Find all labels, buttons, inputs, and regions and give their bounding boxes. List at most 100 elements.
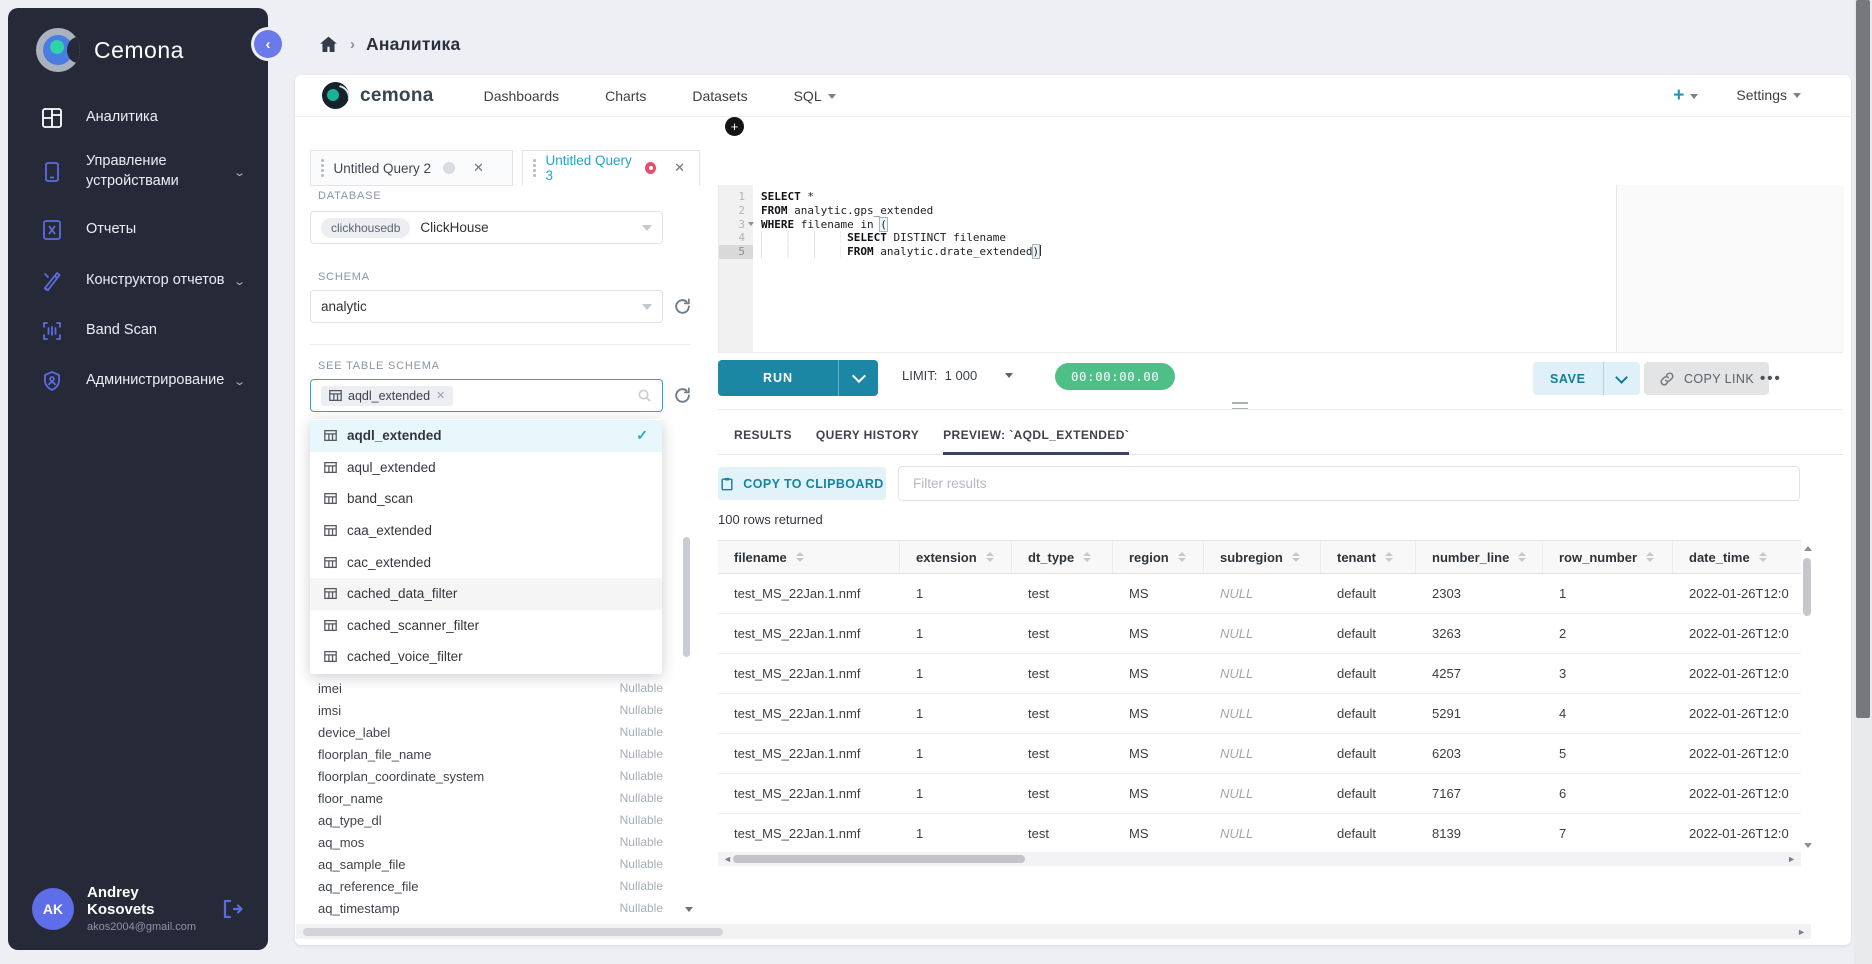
fold-icon[interactable] (748, 222, 754, 226)
close-tab-icon[interactable]: ✕ (674, 160, 685, 176)
run-button[interactable]: RUN (718, 360, 878, 396)
nav-item-sql-menu[interactable]: SQL (794, 88, 836, 104)
sort-icon[interactable] (1083, 552, 1091, 562)
panel-horizontal-scrollbar[interactable]: ► (296, 924, 1811, 939)
table-option-cac_extended[interactable]: cac_extended (310, 546, 662, 578)
drag-handle-icon[interactable] (533, 159, 536, 177)
table-row[interactable]: test_MS_22Jan.1.nmf1testMSNULLdefault326… (718, 614, 1801, 654)
panel-hscroll-thumb[interactable] (303, 928, 723, 936)
table-hscroll-thumb[interactable] (733, 855, 1025, 863)
table-option-cached_voice_filter[interactable]: cached_voice_filter (310, 641, 662, 673)
add-query-tab-button[interactable]: + (725, 117, 744, 136)
column-header-number_line[interactable]: number_line (1416, 541, 1543, 573)
table-option-caa_extended[interactable]: caa_extended (310, 515, 662, 547)
nav-item-datasets[interactable]: Datasets (692, 88, 747, 104)
run-options-button[interactable] (839, 360, 878, 396)
scroll-up-icon[interactable] (1804, 546, 1812, 551)
column-header-dt_type[interactable]: dt_type (1012, 541, 1113, 573)
selected-table-tag[interactable]: aqdl_extended ✕ (321, 386, 453, 406)
left-panel-scrollbar-thumb[interactable] (683, 537, 690, 657)
table-cell: 3263 (1416, 614, 1543, 653)
sidebar-item-4[interactable]: Конструктор отчетов⌄ (8, 256, 268, 306)
column-header-region[interactable]: region (1113, 541, 1204, 573)
table-option-label: cached_data_filter (347, 586, 457, 601)
query-tab-2[interactable]: Untitled Query 3✕ (522, 150, 700, 186)
table-select[interactable]: aqdl_extended ✕ (310, 379, 663, 412)
sort-icon[interactable] (1646, 552, 1654, 562)
sort-icon[interactable] (1178, 552, 1186, 562)
run-label[interactable]: RUN (718, 360, 839, 396)
new-item-button[interactable]: + (1673, 85, 1698, 107)
column-header-filename[interactable]: filename (718, 541, 900, 573)
sort-icon[interactable] (796, 552, 804, 562)
editor-code[interactable]: SELECT *FROM analytic.gps_extendedWHERE … (761, 190, 1041, 259)
remove-tag-icon[interactable]: ✕ (436, 389, 445, 402)
results-tab-1[interactable]: RESULTS (734, 428, 792, 454)
table-option-band_scan[interactable]: band_scan (310, 483, 662, 515)
table-row[interactable]: test_MS_22Jan.1.nmf1testMSNULLdefault425… (718, 654, 1801, 694)
table-row[interactable]: test_MS_22Jan.1.nmf1testMSNULLdefault813… (718, 814, 1801, 854)
database-select[interactable]: clickhousedb ClickHouse (310, 211, 663, 244)
sidebar-item-5[interactable]: Band Scan (8, 306, 268, 356)
table-vscroll-thumb[interactable] (1803, 558, 1811, 616)
breadcrumb: › Аналитика (318, 34, 460, 55)
refresh-tables-icon[interactable] (673, 386, 692, 405)
sort-icon[interactable] (1292, 552, 1300, 562)
table-option-aqdl_extended[interactable]: aqdl_extended✓ (310, 420, 662, 452)
scroll-right-icon[interactable]: ► (1782, 854, 1801, 864)
column-header-row_number[interactable]: row_number (1543, 541, 1673, 573)
table-row[interactable]: test_MS_22Jan.1.nmf1testMSNULLdefault230… (718, 574, 1801, 614)
sidebar-collapse-button[interactable]: ‹ (254, 30, 282, 58)
column-header-subregion[interactable]: subregion (1204, 541, 1321, 573)
close-tab-icon[interactable]: ✕ (473, 160, 484, 176)
table-horizontal-scrollbar[interactable]: ◄ ► (718, 852, 1801, 866)
results-tab-2[interactable]: QUERY HISTORY (816, 428, 919, 454)
query-tab-1[interactable]: Untitled Query 2✕ (310, 150, 513, 186)
pane-resizer-handle[interactable] (1232, 402, 1248, 409)
sidebar-user[interactable]: AK Andrey Kosovets akos2004@gmail.com (32, 884, 244, 934)
copy-to-clipboard-button[interactable]: COPY TO CLIPBOARD (718, 467, 886, 500)
table-row[interactable]: test_MS_22Jan.1.nmf1testMSNULLdefault620… (718, 734, 1801, 774)
save-button[interactable]: SAVE (1533, 362, 1640, 395)
copy-link-button[interactable]: COPY LINK (1644, 362, 1769, 395)
drag-handle-icon[interactable] (321, 159, 324, 177)
nav-item-dashboards[interactable]: Dashboards (484, 88, 560, 104)
table-vertical-scrollbar[interactable] (1803, 544, 1811, 814)
sql-editor[interactable]: 12345 SELECT *FROM analytic.gps_extended… (718, 185, 1844, 352)
sidebar-item-1[interactable]: Аналитика (8, 96, 268, 140)
sort-icon[interactable] (1518, 552, 1526, 562)
nav-item-charts[interactable]: Charts (605, 88, 646, 104)
app-logo-icon[interactable] (322, 82, 349, 109)
scroll-down-icon[interactable] (1804, 843, 1812, 848)
window-scrollbar[interactable] (1854, 0, 1872, 964)
table-row[interactable]: test_MS_22Jan.1.nmf1testMSNULLdefault716… (718, 774, 1801, 814)
filter-results-input[interactable]: Filter results (898, 466, 1800, 501)
sidebar-item-6[interactable]: Администрирование⌄ (8, 356, 268, 406)
table-option-cached_scanner_filter[interactable]: cached_scanner_filter (310, 610, 662, 642)
logout-icon[interactable] (220, 897, 244, 921)
results-tab-3[interactable]: PREVIEW: `AQDL_EXTENDED` (943, 428, 1129, 454)
sort-icon[interactable] (1759, 552, 1767, 562)
sidebar-item-2[interactable]: Управление устройствами⌄ (8, 140, 268, 204)
table-row[interactable]: test_MS_22Jan.1.nmf1testMSNULLdefault529… (718, 694, 1801, 734)
save-label[interactable]: SAVE (1533, 372, 1603, 386)
scroll-right-icon[interactable]: ► (1792, 927, 1811, 937)
sort-icon[interactable] (986, 552, 994, 562)
home-icon[interactable] (318, 34, 339, 55)
window-scrollbar-thumb[interactable] (1856, 0, 1870, 718)
app-brand[interactable]: cemona (360, 85, 434, 107)
column-header-date_time[interactable]: date_time (1673, 541, 1801, 573)
table-option-aqul_extended[interactable]: aqul_extended (310, 452, 662, 484)
save-options-button[interactable] (1604, 376, 1640, 382)
more-actions-button[interactable]: ••• (1760, 370, 1782, 387)
refresh-schema-icon[interactable] (673, 297, 692, 316)
sidebar-item-3[interactable]: Отчеты (8, 204, 268, 256)
limit-dropdown[interactable]: LIMIT: 1 000 (902, 368, 1013, 383)
column-header-extension[interactable]: extension (900, 541, 1012, 573)
settings-menu[interactable]: Settings (1736, 87, 1801, 105)
sidebar-item-label: Конструктор отчетов (86, 271, 224, 291)
schema-select[interactable]: analytic (310, 290, 663, 323)
sort-icon[interactable] (1385, 552, 1393, 562)
column-header-tenant[interactable]: tenant (1321, 541, 1416, 573)
table-option-cached_data_filter[interactable]: cached_data_filter (310, 578, 662, 610)
